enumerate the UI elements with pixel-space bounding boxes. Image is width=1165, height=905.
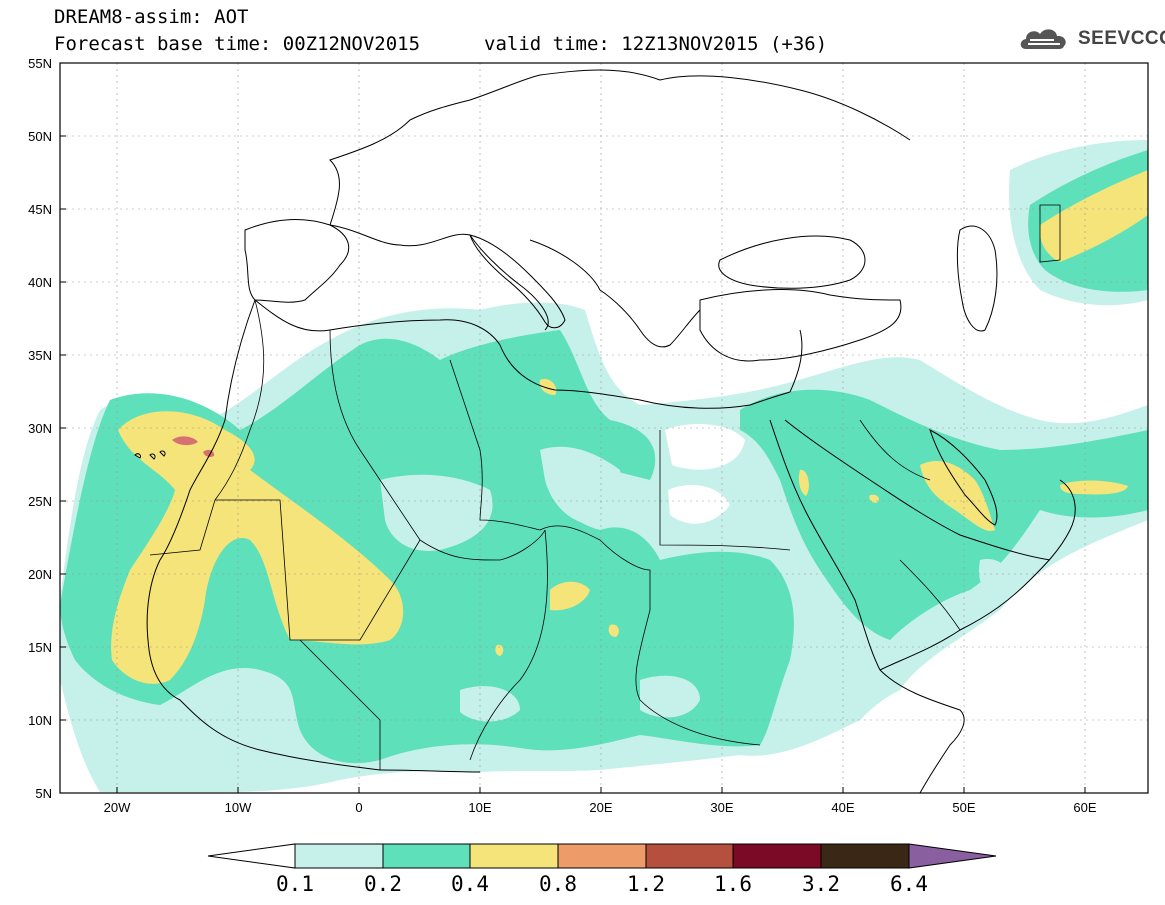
colorbar-arrow-low: [207, 843, 296, 869]
lon-label-40e: 40E: [831, 800, 854, 815]
lat-axis: 55N 50N 45N 40N 35N 30N 25N 20N 15N 10N …: [28, 56, 66, 801]
lon-label-10e: 10E: [468, 800, 491, 815]
colorbar-arrow-high: [908, 843, 997, 869]
lat-label-45n: 45N: [28, 202, 52, 217]
lon-label-0: 0: [355, 800, 362, 815]
map-title: DREAM8-assim: AOT: [54, 6, 249, 28]
colorbar-swatch-5: [645, 843, 734, 869]
gridlines: [60, 63, 1148, 793]
lat-label-5n: 5N: [35, 786, 52, 801]
colorbar-label-0.4: 0.4: [451, 872, 489, 896]
logo-text: SEEVCCC: [1078, 28, 1165, 49]
colorbar-swatch-7: [820, 843, 910, 869]
valid-time: valid time: 12Z13NOV2015 (+36): [484, 33, 828, 55]
borders: [149, 204, 1061, 770]
colorbar-swatch-3: [469, 843, 559, 869]
colorbar-label-0.1: 0.1: [276, 872, 314, 896]
seevccc-logo: SEEVCCC: [1018, 24, 1165, 54]
colorbar-label-0.8: 0.8: [539, 872, 577, 896]
forecast-base-time: Forecast base time: 00Z12NOV2015: [54, 33, 421, 55]
colorbar-label-0.2: 0.2: [364, 872, 402, 896]
lon-label-30e: 30E: [710, 800, 733, 815]
contour-0.4: [111, 170, 1148, 684]
lon-axis: 20W 10W 0 10E 20E 30E 40E 50E 60E: [104, 787, 1097, 815]
lat-label-55n: 55N: [28, 56, 52, 71]
cloud-icon: [1020, 29, 1066, 49]
lat-label-15n: 15N: [28, 640, 52, 655]
lat-label-30n: 30N: [28, 421, 52, 436]
lat-label-25n: 25N: [28, 494, 52, 509]
colorbar-swatch-2: [382, 843, 471, 869]
lat-label-50n: 50N: [28, 129, 52, 144]
lon-label-20e: 20E: [589, 800, 612, 815]
lat-label-35n: 35N: [28, 348, 52, 363]
lon-label-10w: 10W: [225, 800, 252, 815]
colorbar-label-6.4: 6.4: [890, 872, 928, 896]
lon-label-50e: 50E: [952, 800, 975, 815]
colorbar-label-1.6: 1.6: [714, 872, 752, 896]
colorbar-swatch-4: [557, 843, 647, 869]
lat-label-20n: 20N: [28, 567, 52, 582]
colorbar-swatch-6: [732, 843, 822, 869]
coastlines: [134, 69, 1076, 793]
colorbar: [207, 843, 997, 869]
lon-label-20w: 20W: [104, 800, 131, 815]
aot-contours: [60, 140, 1148, 792]
colorbar-label-3.2: 3.2: [802, 872, 840, 896]
lon-label-60e: 60E: [1073, 800, 1096, 815]
colorbar-label-1.2: 1.2: [627, 872, 665, 896]
colorbar-swatch-1: [294, 843, 384, 869]
lat-label-10n: 10N: [28, 713, 52, 728]
lat-label-40n: 40N: [28, 275, 52, 290]
